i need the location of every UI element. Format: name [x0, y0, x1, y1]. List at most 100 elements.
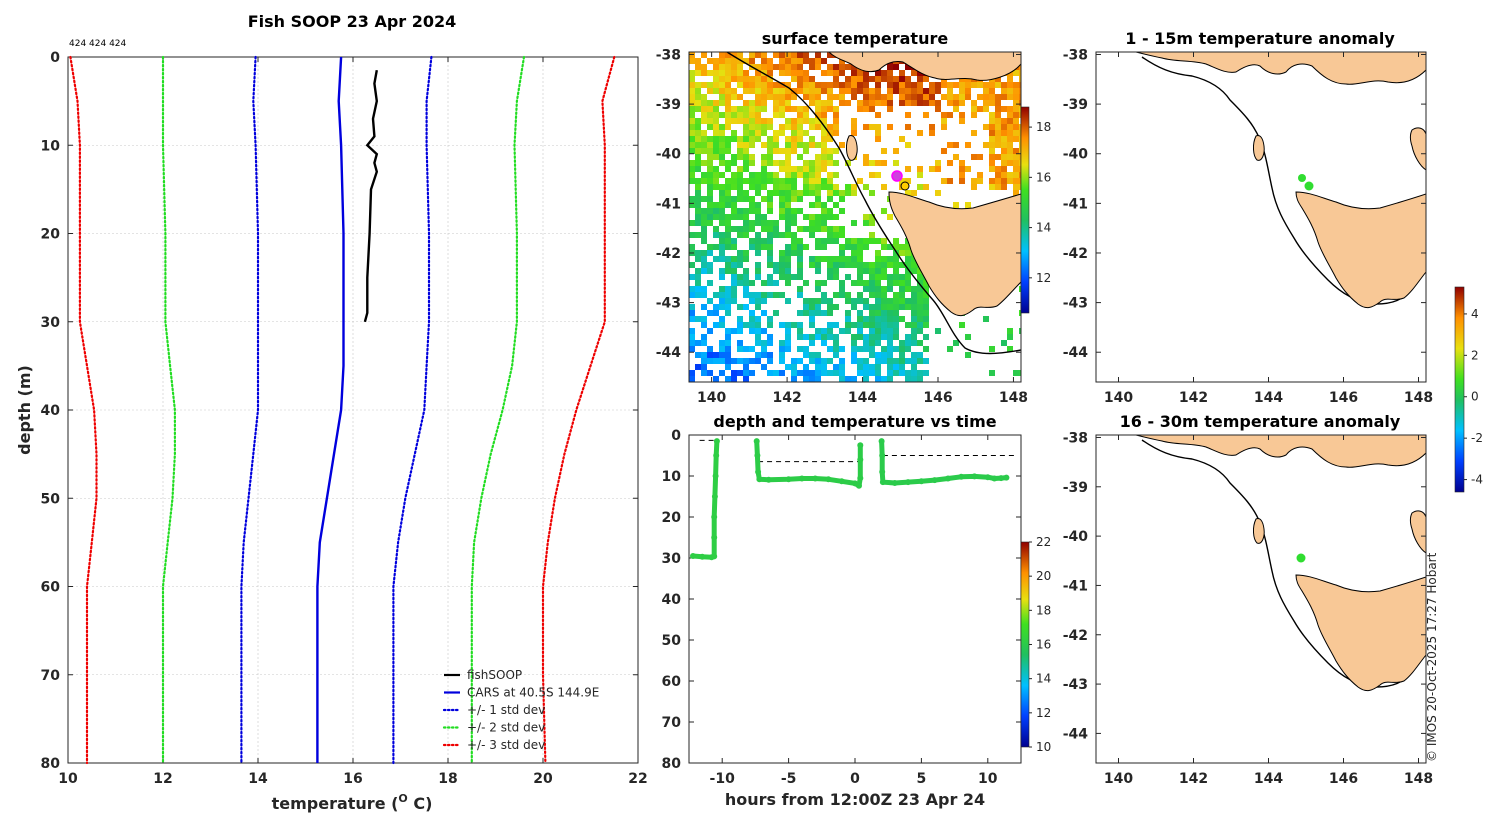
- sst-pixel: [827, 298, 833, 304]
- sst-pixel: [737, 82, 743, 88]
- sst-pixel: [839, 232, 845, 238]
- sst-pixel: [917, 130, 923, 136]
- sst-pixel: [917, 172, 923, 178]
- sst-pixel: [839, 370, 845, 376]
- sst-pixel: [815, 214, 821, 220]
- sst-pixel: [713, 58, 719, 64]
- sst-pixel: [917, 370, 923, 376]
- sst-pixel: [845, 100, 851, 106]
- sst-pixel: [821, 106, 827, 112]
- sst-panel: surface temperature 140 142 144 146 148-38-3…: [656, 29, 1052, 406]
- sst-pixel: [845, 76, 851, 82]
- sst-pixel: [713, 352, 719, 358]
- sst-pixel: [785, 184, 791, 190]
- sst-pixel: [737, 226, 743, 232]
- sst-pixel: [851, 184, 857, 190]
- sst-pixel: [731, 94, 737, 100]
- sst-pixel: [839, 208, 845, 214]
- sst-pixel: [911, 328, 917, 334]
- sst-pixel: [725, 106, 731, 112]
- sst-pixel: [791, 142, 797, 148]
- sst-pixel: [761, 82, 767, 88]
- sst-pixel: [1007, 82, 1013, 88]
- sst-pixel: [869, 340, 875, 346]
- sst-pixel: [785, 142, 791, 148]
- sst-pixel: [725, 292, 731, 298]
- sst-pixel: [803, 298, 809, 304]
- sst-pixel: [977, 106, 983, 112]
- sst-pixel: [887, 70, 893, 76]
- legend-label: +/- 1 std dev: [467, 703, 545, 717]
- sst-pixel: [875, 238, 881, 244]
- sst-pixel: [707, 136, 713, 142]
- sst-pixel: [935, 160, 941, 166]
- profile-x-tick-label: 18: [438, 771, 457, 787]
- sst-pixel: [755, 172, 761, 178]
- profile-series-line: [69, 55, 98, 765]
- sst-pixel: [749, 226, 755, 232]
- sst-pixel: [749, 316, 755, 322]
- sst-pixel: [791, 70, 797, 76]
- timeplot-colorbar-tick-label: 10: [1036, 740, 1051, 754]
- sst-pixel: [971, 130, 977, 136]
- sst-pixel: [773, 190, 779, 196]
- sst-pixel: [791, 370, 797, 376]
- sst-pixel: [1013, 166, 1019, 172]
- sst-title: surface temperature: [762, 29, 949, 48]
- sst-pixel: [989, 94, 995, 100]
- timeplot-point: [699, 553, 706, 560]
- sst-pixel: [995, 166, 1001, 172]
- sst-pixel: [983, 94, 989, 100]
- sst-pixel: [893, 274, 899, 280]
- sst-pixel: [767, 358, 773, 364]
- timeplot-point: [690, 553, 696, 559]
- sst-pixel: [779, 208, 785, 214]
- sst-pixel: [965, 94, 971, 100]
- sst-pixel: [695, 196, 701, 202]
- sst-pixel: [773, 178, 779, 184]
- sst-pixel: [719, 148, 725, 154]
- sst-pixel: [791, 148, 797, 154]
- sst-pixel: [917, 76, 923, 82]
- sst-pixel: [809, 202, 815, 208]
- sst-pixel: [773, 130, 779, 136]
- sst-pixel: [881, 316, 887, 322]
- timeplot-point: [879, 479, 886, 486]
- sst-pixel: [881, 376, 887, 382]
- sst-pixel: [821, 238, 827, 244]
- sst-pixel: [779, 262, 785, 268]
- sst-pixel: [1001, 88, 1007, 94]
- profile-xlabel: temperature (O C): [272, 792, 433, 813]
- sst-pixel: [827, 148, 833, 154]
- sst-pixel: [809, 358, 815, 364]
- sst-pixel: [899, 262, 905, 268]
- sst-pixel: [719, 370, 725, 376]
- timeplot-point: [825, 476, 832, 483]
- sst-pixel: [749, 280, 755, 286]
- sst-pixel: [863, 346, 869, 352]
- sst-pixel: [989, 124, 995, 130]
- sst-pixel: [749, 298, 755, 304]
- sst-pixel: [719, 208, 725, 214]
- sst-pixel: [833, 130, 839, 136]
- sst-pixel: [809, 334, 815, 340]
- sst-pixel: [1007, 112, 1013, 118]
- sst-pixel: [707, 100, 713, 106]
- sst-pixel: [845, 190, 851, 196]
- sst-pixel: [959, 118, 965, 124]
- sst-pixel: [899, 244, 905, 250]
- sst-pixel: [827, 238, 833, 244]
- sst-pixel: [905, 190, 911, 196]
- sst-pixel: [995, 142, 1001, 148]
- sst-pixel: [743, 196, 749, 202]
- sst-pixel: [905, 256, 911, 262]
- sst-pixel: [851, 118, 857, 124]
- sst-pixel: [749, 136, 755, 142]
- sst-pixel: [725, 52, 731, 58]
- sst-pixel: [869, 316, 875, 322]
- sst-pixel: [893, 160, 899, 166]
- sst-pixel: [947, 100, 953, 106]
- sst-pixel: [941, 124, 947, 130]
- timeplot-point: [878, 438, 885, 445]
- sst-pixel: [923, 112, 929, 118]
